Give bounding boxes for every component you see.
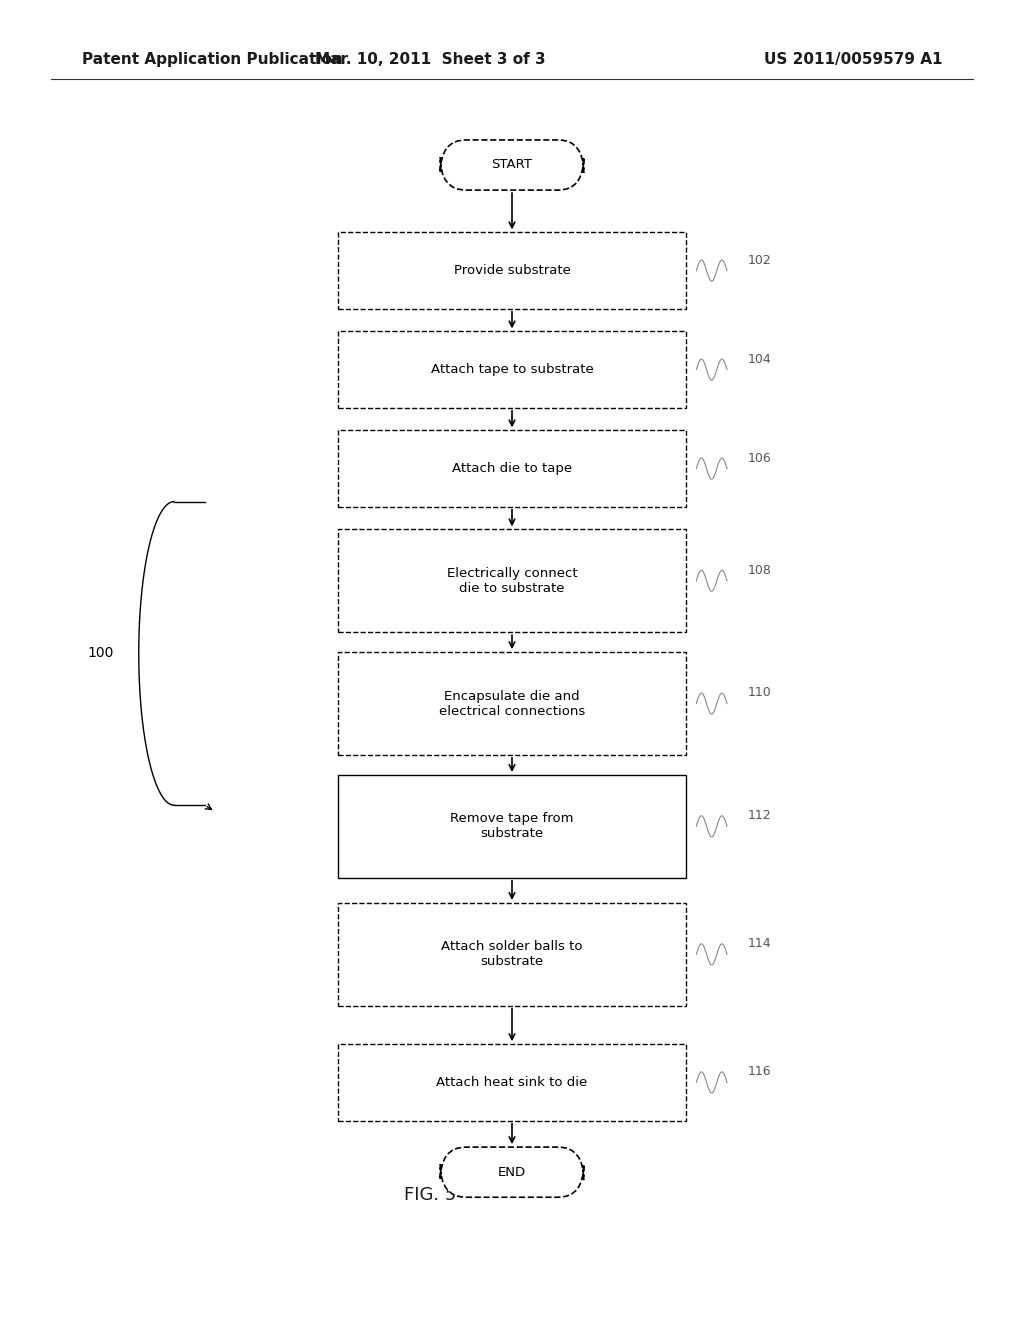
Text: 106: 106 (748, 451, 771, 465)
Text: Attach die to tape: Attach die to tape (452, 462, 572, 475)
FancyBboxPatch shape (440, 1147, 584, 1197)
FancyBboxPatch shape (338, 430, 686, 507)
FancyBboxPatch shape (338, 775, 686, 878)
Text: 112: 112 (748, 809, 771, 822)
Text: 104: 104 (748, 352, 771, 366)
Text: Attach heat sink to die: Attach heat sink to die (436, 1076, 588, 1089)
Text: 102: 102 (748, 253, 771, 267)
Text: 110: 110 (748, 686, 771, 700)
Text: Attach solder balls to
substrate: Attach solder balls to substrate (441, 940, 583, 969)
Text: Attach tape to substrate: Attach tape to substrate (431, 363, 593, 376)
FancyBboxPatch shape (338, 1044, 686, 1121)
Text: Patent Application Publication: Patent Application Publication (82, 51, 343, 67)
Text: Remove tape from
substrate: Remove tape from substrate (451, 812, 573, 841)
Text: 108: 108 (748, 564, 771, 577)
FancyBboxPatch shape (338, 903, 686, 1006)
Text: END: END (498, 1166, 526, 1179)
Text: US 2011/0059579 A1: US 2011/0059579 A1 (764, 51, 942, 67)
FancyBboxPatch shape (338, 331, 686, 408)
Text: Provide substrate: Provide substrate (454, 264, 570, 277)
Text: FIG. 5: FIG. 5 (403, 1185, 457, 1204)
FancyBboxPatch shape (440, 140, 584, 190)
Text: 100: 100 (87, 647, 114, 660)
Text: 116: 116 (748, 1065, 771, 1078)
Text: Electrically connect
die to substrate: Electrically connect die to substrate (446, 566, 578, 595)
Text: Mar. 10, 2011  Sheet 3 of 3: Mar. 10, 2011 Sheet 3 of 3 (314, 51, 546, 67)
FancyBboxPatch shape (338, 529, 686, 632)
Text: Encapsulate die and
electrical connections: Encapsulate die and electrical connectio… (439, 689, 585, 718)
Text: 114: 114 (748, 937, 771, 950)
FancyBboxPatch shape (338, 232, 686, 309)
FancyBboxPatch shape (338, 652, 686, 755)
Text: START: START (492, 158, 532, 172)
